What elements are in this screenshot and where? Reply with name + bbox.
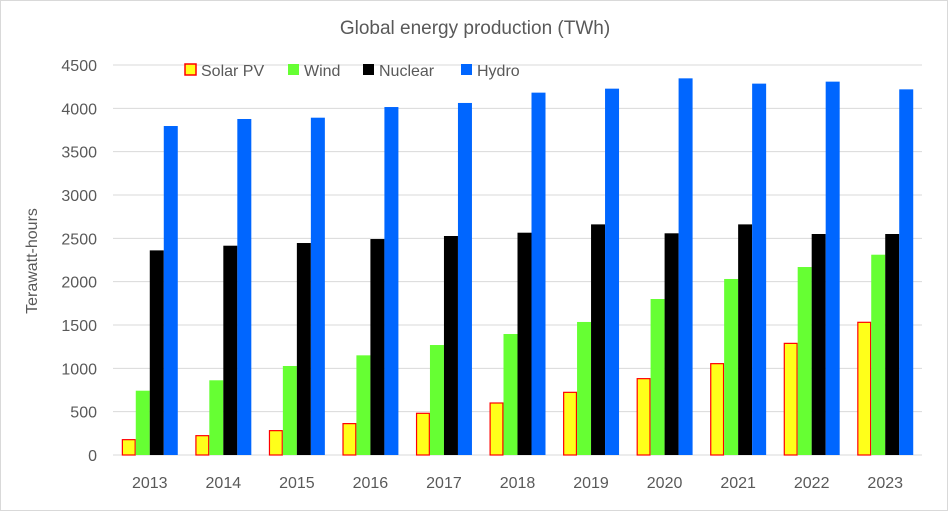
x-tick-label: 2020 — [647, 475, 683, 492]
bar-solar-pv — [489, 402, 504, 456]
bar-solar-pv — [710, 363, 725, 456]
bar-wind — [650, 299, 665, 455]
x-tick-label: 2015 — [279, 475, 315, 492]
bar-wind — [797, 267, 812, 455]
legend-swatch — [461, 64, 472, 75]
legend-label: Solar PV — [201, 63, 264, 80]
chart-title: Global energy production (TWh) — [340, 18, 610, 39]
bar-wind — [871, 254, 886, 455]
bar-nuclear — [149, 250, 164, 455]
bar-wind — [135, 390, 150, 455]
bar-nuclear — [443, 235, 458, 455]
bar-wind — [282, 365, 297, 455]
bar-nuclear — [517, 232, 532, 455]
bar-solar-pv — [121, 439, 136, 456]
bar-hydro — [899, 89, 914, 455]
bar-solar-pv — [857, 321, 872, 456]
bar-hydro — [752, 83, 767, 455]
y-tick-label: 1500 — [61, 318, 97, 335]
y-tick-label: 2500 — [61, 231, 97, 248]
y-tick-label: 500 — [70, 405, 97, 422]
bar-wind — [577, 321, 592, 455]
x-tick-label: 2023 — [867, 475, 903, 492]
y-axis-label: Terawatt-hours — [24, 208, 41, 314]
bar-solar-pv — [636, 378, 651, 456]
bar-wind — [503, 334, 518, 455]
x-tick-label: 2014 — [206, 475, 242, 492]
bar-solar-pv — [415, 412, 430, 456]
bar-solar-pv — [268, 430, 283, 456]
x-tick-label: 2022 — [794, 475, 830, 492]
bar-hydro — [531, 92, 546, 455]
bar-solar-pv — [342, 423, 357, 456]
y-tick-label: 3500 — [61, 145, 97, 162]
bar-nuclear — [738, 224, 753, 455]
bar-nuclear — [885, 234, 900, 455]
bar-wind — [209, 380, 224, 455]
bar-solar-pv — [563, 391, 578, 456]
bar-hydro — [605, 88, 620, 455]
legend-label: Nuclear — [379, 63, 435, 80]
bar-wind — [429, 345, 444, 455]
bar-nuclear — [296, 243, 311, 455]
x-tick-label: 2016 — [353, 475, 389, 492]
legend-swatch — [288, 64, 299, 75]
bar-wind — [724, 278, 739, 455]
x-tick-label: 2019 — [573, 475, 609, 492]
y-tick-label: 4500 — [61, 58, 97, 75]
bar-solar-pv — [195, 435, 210, 456]
bar-hydro — [825, 81, 840, 455]
x-tick-label: 2017 — [426, 475, 462, 492]
bar-solar-pv — [783, 342, 798, 456]
y-tick-label: 0 — [88, 448, 97, 465]
legend-swatch — [363, 64, 374, 75]
x-tick-label: 2018 — [500, 475, 536, 492]
bar-nuclear — [811, 234, 826, 455]
bar-hydro — [163, 126, 178, 455]
bar-nuclear — [591, 224, 606, 455]
y-tick-label: 1000 — [61, 361, 97, 378]
bar-hydro — [384, 107, 399, 456]
bar-nuclear — [223, 245, 238, 455]
legend-swatch — [184, 63, 197, 76]
bar-hydro — [310, 117, 325, 456]
bar-hydro — [457, 102, 472, 456]
bar-wind — [356, 355, 371, 455]
legend-label: Wind — [304, 63, 340, 80]
bar-hydro — [678, 78, 693, 455]
x-tick-label: 2021 — [720, 475, 756, 492]
x-tick-label: 2013 — [132, 475, 168, 492]
y-tick-label: 3000 — [61, 188, 97, 205]
bar-hydro — [237, 118, 252, 455]
y-tick-label: 4000 — [61, 101, 97, 118]
y-tick-label: 2000 — [61, 275, 97, 292]
bar-nuclear — [664, 233, 679, 455]
bar-nuclear — [370, 239, 385, 455]
legend-label: Hydro — [477, 63, 520, 80]
